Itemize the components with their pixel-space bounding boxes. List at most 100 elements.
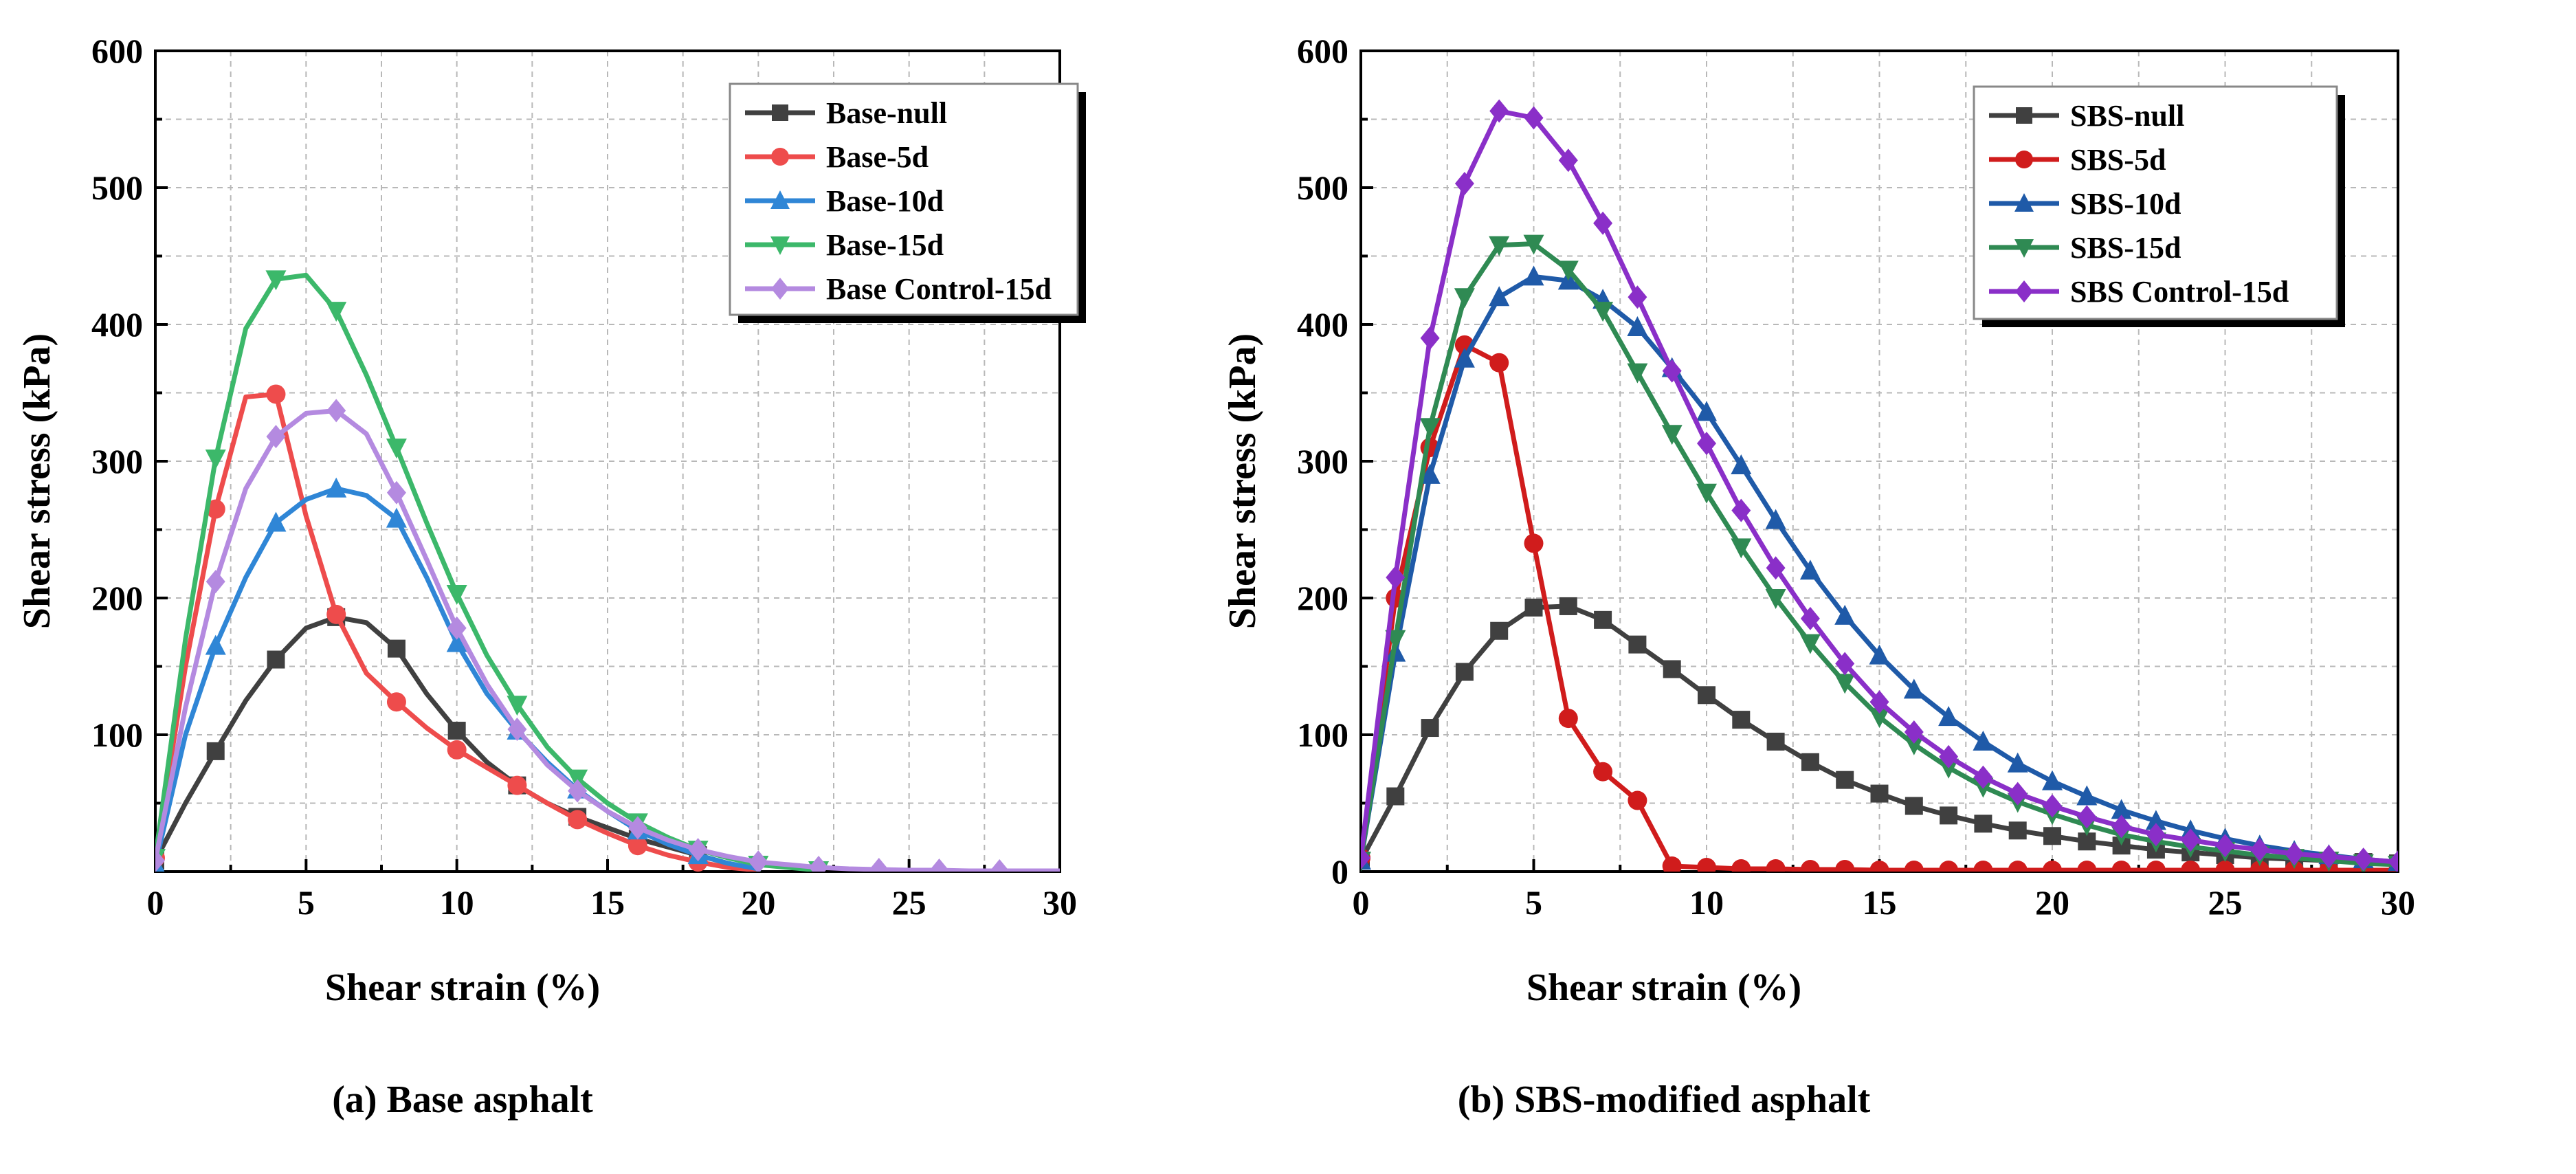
data-point-sbs-10d — [2145, 810, 2166, 830]
data-point-sbs-5d — [1662, 856, 1682, 872]
data-point-sbs-5d — [1973, 861, 1993, 872]
data-point-sbs-null — [1905, 797, 1923, 815]
data-point-sbs-control-15d — [2285, 842, 2305, 866]
data-point-sbs-null — [1663, 660, 1681, 678]
x-tick-label: 5 — [298, 883, 315, 922]
legend-marker-base-10d — [770, 190, 790, 209]
legend-marker-sbs-control-15d — [2015, 280, 2033, 302]
data-point-sbs-control-15d — [1697, 432, 1716, 456]
data-point-base-15d — [326, 302, 347, 322]
data-point-sbs-control-15d — [1628, 285, 1647, 309]
series-group — [1361, 99, 2398, 872]
data-point-sbs-control-15d — [1524, 106, 1544, 130]
data-point-sbs-control-15d — [2111, 815, 2131, 839]
data-point-sbs-15d — [1731, 538, 1752, 559]
plot-area: 0 5 10 15 20 25 30100200300400500600Base-nullB… — [91, 32, 1086, 922]
legend-marker-base-5d — [771, 148, 789, 166]
data-point-sbs-null — [1524, 598, 1543, 617]
data-point-sbs-control-15d — [1593, 211, 1613, 235]
legend-label-base-10d: Base-10d — [826, 184, 944, 218]
data-point-sbs-10d — [1869, 644, 1890, 665]
y-tick-label: 400 — [1297, 305, 1348, 344]
y-tick-label: 300 — [91, 442, 143, 480]
series-line-base-control-15d — [155, 408, 1060, 872]
data-point-base-null — [387, 639, 406, 658]
legend-label-sbs-control-15d: SBS Control-15d — [2070, 275, 2289, 309]
data-point-sbs-15d — [1523, 234, 1544, 255]
data-point-sbs-null — [1421, 719, 1439, 738]
data-point-sbs-null — [1766, 732, 1785, 751]
legend-marker-sbs-null — [2016, 107, 2032, 124]
data-point-base-control-15d — [447, 616, 467, 640]
data-point-base-control-15d — [266, 425, 286, 449]
y-tick-label: 600 — [91, 32, 143, 70]
data-point-sbs-control-15d — [1454, 172, 1474, 196]
data-point-base-control-15d — [206, 570, 225, 594]
y-tick-label: 500 — [1297, 168, 1348, 207]
data-point-sbs-control-15d — [2215, 834, 2235, 858]
data-point-sbs-control-15d — [2250, 838, 2269, 862]
x-tick-label: 25 — [2208, 883, 2243, 922]
data-point-sbs-10d — [1938, 706, 1959, 727]
y-axis-label: Shear stress (kPa) — [1221, 333, 1264, 629]
data-point-sbs-15d — [1661, 425, 1683, 445]
data-point-sbs-10d — [1834, 604, 1856, 625]
data-point-sbs-5d — [1593, 762, 1613, 782]
data-point-sbs-5d — [2008, 861, 2028, 872]
data-point-base-10d — [326, 477, 347, 498]
data-point-sbs-null — [1870, 784, 1889, 803]
data-point-sbs-5d — [2043, 861, 2062, 872]
legend-label-base-null: Base-null — [826, 96, 947, 130]
x-tick-label: 0 — [1353, 883, 1370, 922]
y-tick-label: 200 — [91, 579, 143, 617]
series-group — [155, 270, 1060, 872]
data-point-sbs-control-15d — [1869, 690, 1889, 714]
data-point-sbs-control-15d — [1731, 498, 1751, 522]
data-point-sbs-15d — [1696, 483, 1717, 504]
data-point-sbs-5d — [2181, 861, 2201, 872]
x-tick-label: 15 — [1863, 883, 1897, 922]
data-point-sbs-10d — [1523, 265, 1544, 286]
data-point-base-control-15d — [155, 849, 165, 872]
data-point-sbs-null — [2008, 821, 2027, 840]
legend-marker-sbs-5d — [2015, 151, 2033, 168]
data-point-sbs-null — [1940, 806, 1958, 825]
data-point-base-control-15d — [386, 480, 406, 505]
data-point-sbs-15d — [1489, 236, 1510, 256]
x-tick-label: 25 — [892, 883, 926, 922]
data-point-base-control-15d — [628, 816, 647, 840]
data-point-base-15d — [205, 450, 226, 470]
y-tick-label: 500 — [91, 168, 143, 207]
data-point-base-null — [447, 722, 466, 740]
data-point-base-15d — [265, 270, 287, 291]
legend-label-base-15d: Base-15d — [826, 228, 944, 262]
data-point-sbs-control-15d — [2319, 845, 2339, 869]
x-tick-label: 10 — [1689, 883, 1724, 922]
data-point-base-5d — [206, 499, 225, 519]
data-point-sbs-control-15d — [1386, 566, 1406, 590]
data-point-base-control-15d — [929, 859, 949, 872]
legend-marker-sbs-15d — [2014, 239, 2034, 258]
data-point-sbs-control-15d — [1489, 99, 1509, 123]
data-point-sbs-5d — [2111, 861, 2131, 872]
x-tick-label: 10 — [440, 883, 474, 922]
data-point-sbs-control-15d — [1973, 765, 1993, 789]
data-point-sbs-10d — [2042, 770, 2063, 790]
data-point-sbs-5d — [1766, 859, 1786, 872]
data-point-sbs-null — [1732, 711, 1751, 729]
data-point-sbs-10d — [2111, 799, 2132, 819]
data-point-sbs-15d — [1627, 363, 1648, 384]
data-point-base-control-15d — [990, 859, 1010, 872]
legend-label-base-5d: Base-5d — [826, 140, 929, 174]
chart-caption: (b) SBS-modified asphalt — [1458, 1078, 1871, 1121]
data-point-base-5d — [507, 775, 527, 795]
data-point-sbs-5d — [2215, 861, 2235, 872]
data-point-sbs-15d — [1799, 634, 1821, 654]
data-point-sbs-15d — [1903, 735, 1924, 755]
data-point-sbs-5d — [2077, 861, 2097, 872]
y-tick-label: 100 — [1297, 716, 1348, 754]
data-point-base-10d — [205, 634, 226, 655]
data-point-sbs-10d — [1627, 315, 1648, 336]
plot-area: 0 5 10 15 20 25 300100200300400500600SBS-nullS… — [1297, 32, 2415, 922]
data-point-base-5d — [386, 692, 406, 712]
